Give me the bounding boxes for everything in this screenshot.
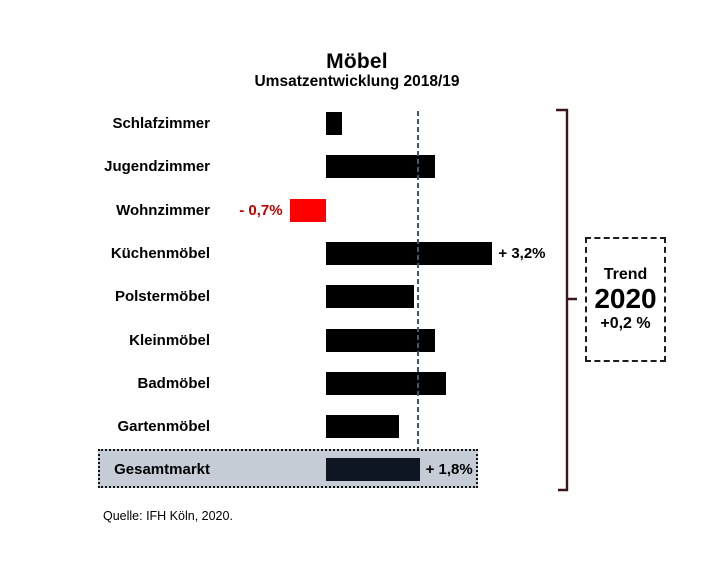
trend-box: Trend 2020 +0,2 % [585, 237, 666, 362]
category-label: Wohnzimmer [116, 201, 210, 219]
bar [326, 328, 436, 352]
bar [289, 198, 326, 222]
category-label: Kleinmöbel [129, 331, 210, 349]
value-label: + 3,2% [498, 244, 546, 262]
bar [326, 415, 399, 439]
value-label: - 0,7% [239, 201, 283, 219]
trend-box-label: Trend [603, 266, 648, 284]
category-label: Schlafzimmer [112, 115, 210, 132]
category-label: Gartenmöbel [117, 418, 210, 436]
trend-box-value: +0,2 % [600, 314, 651, 332]
bar [326, 458, 420, 482]
reference-dashed-line [416, 111, 419, 449]
category-label: Jugendzimmer [104, 158, 210, 176]
bracket-icon [556, 108, 577, 492]
category-label: Polstermöbel [114, 288, 210, 306]
trend-box-year: 2020 [594, 283, 657, 315]
category-label: Badmöbel [137, 374, 210, 392]
value-label: + 1,8% [425, 461, 473, 479]
category-label: Küchenmöbel [110, 244, 210, 262]
chart-subtitle: Umsatzentwicklung 2018/19 [254, 73, 460, 90]
bar [326, 285, 415, 309]
chart-title: Möbel [326, 50, 388, 73]
bar [326, 155, 436, 179]
source-note: Quelle: IFH Köln, 2020. [103, 509, 233, 523]
bar [326, 241, 493, 265]
bar [326, 112, 342, 135]
bar [326, 371, 446, 395]
category-label: Gesamtmarkt [114, 461, 210, 479]
